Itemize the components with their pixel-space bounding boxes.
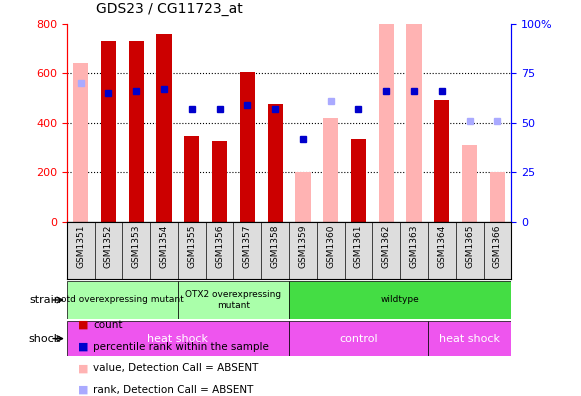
Bar: [101, 41, 116, 222]
Bar: [351, 139, 366, 222]
Text: GSM1355: GSM1355: [187, 225, 196, 268]
Text: ■: ■: [78, 341, 89, 352]
Text: ■: ■: [78, 363, 89, 373]
Text: GSM1361: GSM1361: [354, 225, 363, 268]
Bar: [67, 281, 178, 319]
Text: heat shock: heat shock: [148, 333, 209, 344]
Bar: [323, 118, 338, 222]
Bar: [289, 321, 428, 356]
Text: GSM1366: GSM1366: [493, 225, 502, 268]
Bar: [295, 172, 311, 222]
Text: strain: strain: [29, 295, 61, 305]
Bar: [407, 24, 422, 222]
Bar: [428, 321, 511, 356]
Bar: [73, 63, 88, 222]
Text: GSM1353: GSM1353: [132, 225, 141, 268]
Text: GSM1354: GSM1354: [160, 225, 168, 268]
Text: GSM1365: GSM1365: [465, 225, 474, 268]
Text: ■: ■: [78, 385, 89, 395]
Bar: [156, 34, 171, 222]
Text: GSM1360: GSM1360: [326, 225, 335, 268]
Text: shock: shock: [28, 333, 61, 344]
Text: control: control: [339, 333, 378, 344]
Text: GSM1364: GSM1364: [437, 225, 446, 268]
Text: ■: ■: [78, 320, 89, 330]
Text: wildtype: wildtype: [381, 295, 419, 305]
Text: heat shock: heat shock: [439, 333, 500, 344]
Bar: [490, 172, 505, 222]
Text: otd overexpressing mutant: otd overexpressing mutant: [61, 295, 184, 305]
Bar: [434, 101, 450, 222]
Bar: [212, 141, 227, 222]
Bar: [462, 145, 477, 222]
Text: GSM1356: GSM1356: [215, 225, 224, 268]
Bar: [240, 72, 255, 222]
Bar: [67, 321, 289, 356]
Text: GSM1358: GSM1358: [271, 225, 279, 268]
Text: value, Detection Call = ABSENT: value, Detection Call = ABSENT: [93, 363, 259, 373]
Bar: [379, 24, 394, 222]
Text: OTX2 overexpressing
mutant: OTX2 overexpressing mutant: [185, 290, 282, 310]
Text: count: count: [93, 320, 123, 330]
Text: GSM1363: GSM1363: [410, 225, 418, 268]
Text: GSM1357: GSM1357: [243, 225, 252, 268]
Bar: [267, 104, 283, 222]
Text: GSM1359: GSM1359: [299, 225, 307, 268]
Text: GSM1351: GSM1351: [76, 225, 85, 268]
Text: GSM1362: GSM1362: [382, 225, 391, 268]
Bar: [178, 281, 289, 319]
Text: rank, Detection Call = ABSENT: rank, Detection Call = ABSENT: [93, 385, 253, 395]
Bar: [184, 136, 199, 222]
Bar: [128, 41, 144, 222]
Text: GSM1352: GSM1352: [104, 225, 113, 268]
Text: GDS23 / CG11723_at: GDS23 / CG11723_at: [96, 2, 243, 16]
Text: percentile rank within the sample: percentile rank within the sample: [93, 341, 269, 352]
Bar: [289, 281, 511, 319]
